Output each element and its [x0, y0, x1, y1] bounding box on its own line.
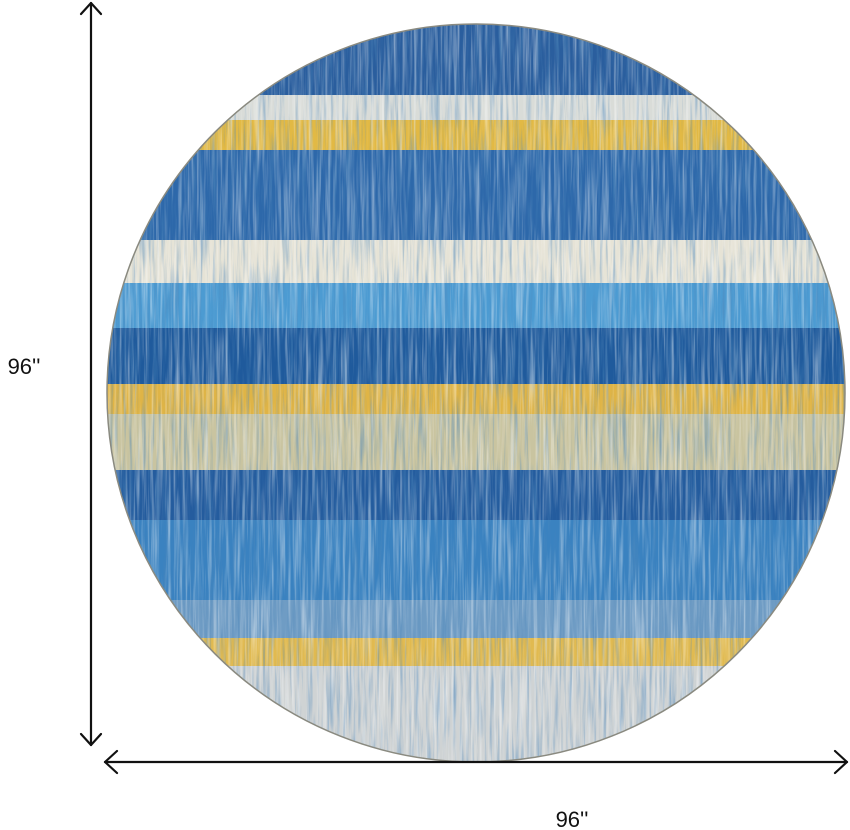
- rug: [107, 24, 845, 762]
- arrow-head: [79, 1, 103, 16]
- arrow-head: [103, 749, 119, 775]
- height-arrow: [79, 1, 103, 747]
- height-label: 96'': [8, 354, 41, 379]
- arrow-head: [79, 732, 103, 747]
- rug-texture: [107, 24, 845, 762]
- width-arrow: [103, 749, 849, 775]
- width-label: 96'': [556, 807, 589, 830]
- arrow-head: [833, 749, 849, 775]
